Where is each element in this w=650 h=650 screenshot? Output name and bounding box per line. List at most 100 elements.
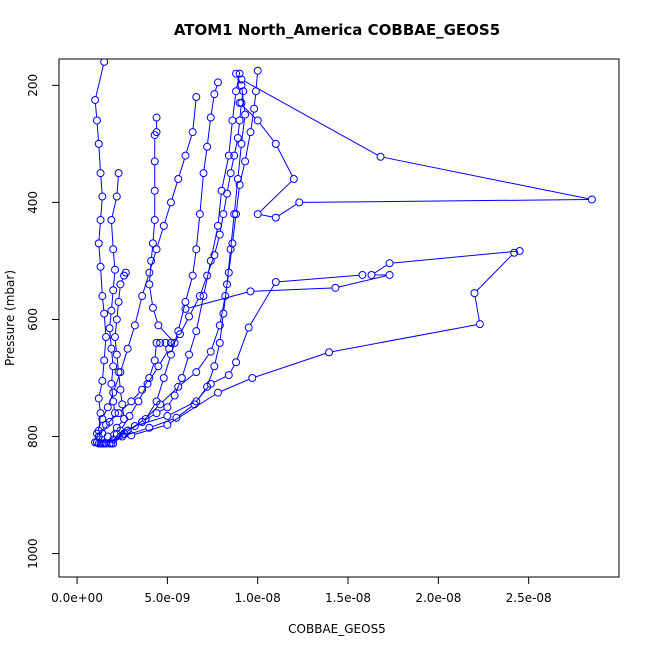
- data-point: [176, 330, 185, 339]
- series-segment: [164, 357, 171, 375]
- series-segment: [149, 363, 155, 375]
- series-segment: [97, 422, 102, 431]
- series-segment: [230, 217, 235, 246]
- data-point: [152, 128, 161, 137]
- series-segment: [153, 310, 158, 323]
- data-point: [223, 189, 231, 198]
- data-point: [192, 397, 201, 406]
- data-point: [510, 248, 519, 257]
- series-segment: [118, 421, 123, 426]
- data-point: [246, 128, 255, 137]
- series-segment: [109, 429, 115, 435]
- series-segment: [95, 65, 104, 97]
- data-point: [116, 385, 125, 394]
- series-segment: [198, 386, 209, 400]
- data-point: [94, 139, 103, 148]
- data-point: [181, 297, 190, 306]
- series-segment: [100, 176, 103, 194]
- data-point: [143, 379, 152, 388]
- data-point: [253, 116, 262, 125]
- series-segment: [393, 250, 517, 264]
- data-point: [192, 245, 201, 254]
- series-segment: [134, 425, 165, 435]
- y-axis-label: Pressure (mbar): [3, 270, 17, 366]
- series-segment: [152, 223, 155, 240]
- series-segment: [476, 254, 513, 291]
- series-segment: [120, 393, 123, 401]
- series-segment: [114, 322, 117, 334]
- data-point: [232, 210, 241, 219]
- series-segment: [150, 246, 154, 258]
- series-segment: [116, 176, 119, 194]
- data-point: [114, 409, 123, 418]
- y-axis: 200 400 600 800 1000: [26, 74, 60, 569]
- x-tick-label: 1.0e-08: [235, 591, 281, 605]
- series-segment: [157, 381, 164, 399]
- data-point: [98, 192, 107, 201]
- series-segment: [96, 123, 99, 141]
- data-point: [475, 320, 484, 329]
- data-point: [159, 221, 168, 230]
- data-point: [111, 333, 119, 342]
- series-13: [107, 87, 248, 448]
- data-point: [100, 59, 109, 66]
- series-segment: [98, 223, 101, 240]
- data-point: [98, 414, 107, 423]
- series-segment: [228, 123, 233, 153]
- data-point: [96, 169, 105, 178]
- x-axis: 0.0e+00 5.0e-09 1.0e-08 1.5e-08 2.0e-08 2.5e-…: [51, 576, 552, 605]
- data-point: [235, 69, 244, 78]
- series-segment: [259, 181, 292, 213]
- series-segment: [164, 205, 171, 223]
- series-segment: [192, 100, 197, 129]
- series-segment: [199, 176, 204, 211]
- data-point: [170, 338, 179, 347]
- data-point: [100, 309, 109, 318]
- data-point: [215, 230, 224, 239]
- data-point: [289, 174, 298, 183]
- series-segment: [170, 394, 216, 424]
- series-segment: [100, 427, 105, 434]
- data-point: [123, 344, 132, 353]
- data-point: [165, 344, 174, 353]
- series-segment: [255, 74, 258, 88]
- data-point: [174, 174, 183, 183]
- data-point: [167, 350, 175, 359]
- data-point: [210, 90, 219, 99]
- series-segment: [142, 275, 149, 293]
- data-point: [116, 426, 125, 435]
- series-segment: [253, 94, 257, 106]
- data-point: [223, 280, 231, 289]
- series-segment: [113, 273, 116, 287]
- series-segment: [302, 199, 589, 203]
- y-tick-label: 1000: [26, 538, 40, 569]
- data-point: [185, 350, 194, 359]
- series-segment: [100, 270, 103, 293]
- series-segment: [192, 252, 197, 273]
- series-segment: [113, 375, 120, 390]
- data-point: [185, 312, 194, 321]
- data-point: [148, 303, 157, 312]
- data-point: [134, 397, 143, 406]
- data-point: [156, 338, 165, 347]
- series-segment: [111, 223, 114, 246]
- data-point: [199, 169, 208, 178]
- series-segment: [332, 324, 477, 353]
- series-segment: [239, 106, 242, 118]
- data-point: [154, 362, 163, 371]
- data-point: [145, 373, 154, 382]
- series-segment: [261, 214, 273, 218]
- data-point: [96, 409, 105, 418]
- series-segment: [237, 123, 240, 135]
- series-segment: [223, 196, 227, 211]
- series-segment: [120, 351, 128, 369]
- data-point: [107, 306, 116, 315]
- data-point: [138, 292, 147, 301]
- series-1: [91, 59, 110, 447]
- data-point: [206, 347, 215, 356]
- data-point: [295, 198, 304, 207]
- series-segment: [98, 401, 101, 410]
- series-segment: [232, 94, 237, 118]
- series-segment: [147, 404, 156, 417]
